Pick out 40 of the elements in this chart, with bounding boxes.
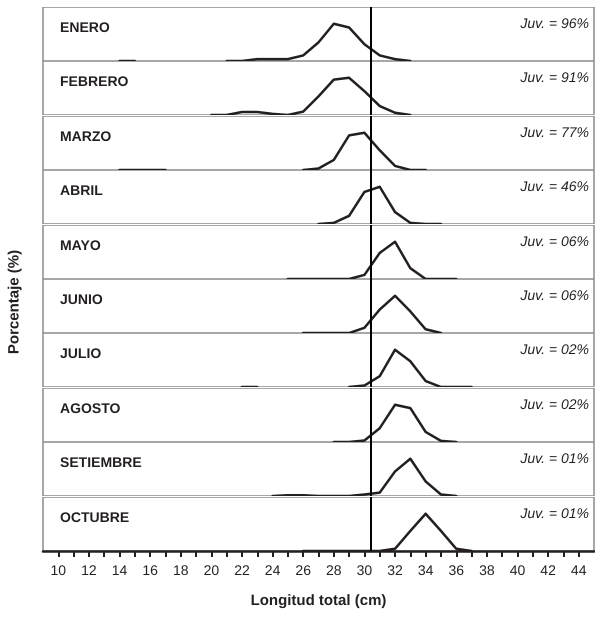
chart-title: OCTUBRE (60, 508, 130, 525)
annotation: Juv. = 06% (519, 232, 590, 249)
annotation: Juv. = 01% (519, 504, 590, 521)
x-tick-label: 28 (326, 562, 342, 578)
annotation: Juv. = 46% (519, 178, 590, 194)
x-tick-label: 26 (295, 562, 312, 578)
x-tick-label: 38 (479, 562, 495, 578)
annotation: Juv. = 77% (519, 124, 590, 140)
x-tick-label: 10 (50, 562, 66, 578)
x-tick-label: 42 (540, 562, 556, 578)
annotation: Juv. = 01% (519, 450, 590, 466)
annotation: Juv. = 02% (519, 341, 590, 358)
x-tick-label: 44 (570, 562, 587, 578)
chart-title: ABRIL (60, 182, 104, 198)
chart-title: JULIO (60, 345, 102, 362)
x-axis-title: Longitud total (cm) (250, 592, 386, 609)
y-axis-title: Porcentaje (%) (6, 250, 22, 354)
chart-title: FEBRERO (60, 73, 129, 90)
x-tick-label: 24 (264, 562, 281, 578)
annotation: Juv. = 06% (519, 287, 590, 303)
x-tick-label: 30 (356, 562, 372, 578)
x-tick-label: 34 (418, 562, 434, 578)
chart-title: AGOSTO (60, 400, 121, 416)
x-tick-label: 12 (81, 562, 97, 578)
x-tick-label: 20 (204, 562, 220, 578)
x-tick-label: 36 (448, 562, 464, 578)
annotation: Juv. = 02% (519, 396, 590, 412)
chart-title: MARZO (60, 128, 112, 144)
chart-title: MAYO (60, 236, 101, 253)
x-tick-label: 32 (387, 562, 404, 578)
annotation: Juv. = 96% (519, 15, 590, 31)
x-tick-label: 22 (234, 562, 250, 578)
x-tick-label: 14 (112, 562, 128, 578)
x-tick-label: 16 (142, 562, 158, 578)
chart-title: JUNIO (60, 291, 103, 307)
annotation: Juv. = 91% (519, 69, 590, 86)
x-tick-label: 18 (172, 562, 189, 578)
chart-title: ENERO (60, 19, 110, 35)
x-tick-label: 40 (510, 562, 526, 578)
chart-title: SETIEMBRE (60, 454, 142, 470)
